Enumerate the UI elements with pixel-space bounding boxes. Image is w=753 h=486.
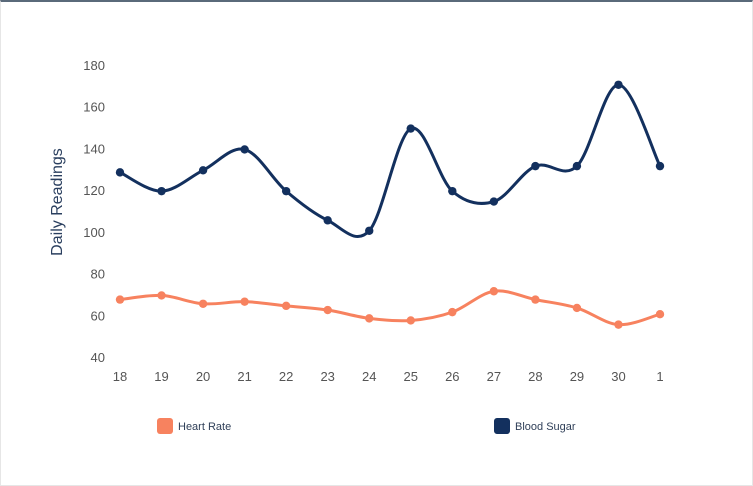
blood-sugar-point[interactable]	[281, 186, 291, 196]
blood-sugar-point[interactable]	[572, 161, 582, 171]
y-tick-label: 140	[83, 141, 105, 156]
blood-sugar-point[interactable]	[323, 216, 332, 225]
blood-sugar-point[interactable]	[115, 168, 125, 177]
legend-item-blood-sugar[interactable]: Blood Sugar	[494, 418, 576, 434]
legend-label: Blood Sugar	[515, 421, 576, 433]
y-tick-label: 60	[91, 308, 105, 323]
blood-sugar-point[interactable]	[531, 161, 540, 171]
y-tick-label: 100	[83, 225, 105, 240]
heart-rate-point[interactable]	[406, 316, 415, 325]
blood-sugar-point[interactable]	[448, 186, 457, 196]
x-tick-label: 27	[487, 369, 501, 384]
heart-rate-point[interactable]	[365, 314, 374, 323]
blood-sugar-point[interactable]	[157, 186, 166, 196]
x-tick-label: 1	[656, 369, 663, 384]
blood-sugar-point[interactable]	[655, 161, 665, 171]
legend-swatch	[494, 418, 510, 434]
blood-sugar-point[interactable]	[240, 145, 249, 154]
x-tick-label: 30	[611, 369, 625, 384]
x-tick-label: 26	[445, 369, 459, 384]
heart-rate-point[interactable]	[655, 310, 665, 319]
legend-swatch	[157, 418, 173, 434]
y-tick-label: 120	[83, 183, 105, 198]
blood-sugar-line	[118, 83, 662, 239]
y-axis-label: Daily Readings	[49, 148, 66, 256]
x-tick-label: 29	[570, 369, 584, 384]
heart-rate-point[interactable]	[614, 320, 623, 329]
heart-rate-point[interactable]	[572, 303, 582, 313]
x-tick-label: 18	[113, 369, 127, 384]
x-tick-label: 23	[320, 369, 334, 384]
blood-sugar-point[interactable]	[198, 166, 208, 175]
heart-rate-point[interactable]	[115, 295, 125, 304]
heart-rate-point[interactable]	[157, 291, 166, 300]
legend-item-heart-rate[interactable]: Heart Rate	[157, 418, 231, 434]
blood-sugar-point[interactable]	[614, 80, 623, 89]
heart-rate-point[interactable]	[323, 305, 332, 315]
blood-sugar-point[interactable]	[489, 197, 499, 206]
x-tick-label: 22	[279, 369, 293, 384]
blood-sugar-point[interactable]	[365, 226, 374, 235]
heart-rate-point[interactable]	[281, 301, 291, 311]
y-tick-label: 80	[91, 267, 105, 282]
y-tick-label: 180	[83, 58, 105, 73]
x-tick-label: 25	[404, 369, 418, 384]
heart-rate-point[interactable]	[198, 299, 208, 308]
x-tick-label: 21	[237, 369, 251, 384]
x-tick-label: 20	[196, 369, 210, 384]
legend-label: Heart Rate	[178, 421, 231, 433]
heart-rate-point[interactable]	[531, 295, 540, 304]
x-tick-label: 19	[154, 369, 168, 384]
heart-rate-point[interactable]	[240, 297, 249, 306]
heart-rate-point[interactable]	[448, 307, 457, 317]
y-tick-label: 40	[91, 350, 105, 365]
heart-rate-point[interactable]	[489, 287, 499, 296]
x-tick-label: 28	[528, 369, 542, 384]
blood-sugar-point[interactable]	[406, 124, 415, 133]
y-tick-label: 160	[83, 100, 105, 115]
x-tick-label: 24	[362, 369, 376, 384]
